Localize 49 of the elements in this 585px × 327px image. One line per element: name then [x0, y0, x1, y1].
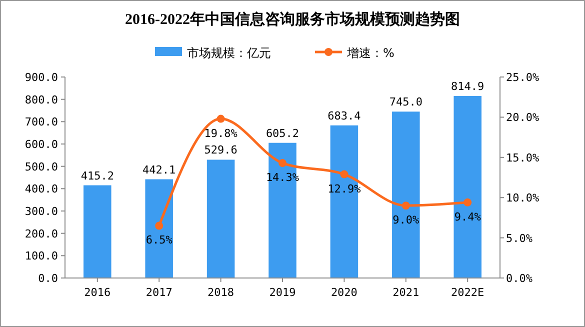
y-tick-label: 600.0	[24, 138, 58, 151]
y2-tick-label: 25.0%	[506, 71, 540, 84]
x-tick-label: 2016	[84, 286, 111, 299]
point	[278, 159, 286, 168]
y2-tick-label: 5.0%	[506, 232, 533, 245]
x-tick-label: 2019	[269, 286, 296, 299]
y2-tick-label: 20.0%	[506, 111, 540, 124]
y-tick-label: 100.0	[24, 250, 58, 263]
y-tick-label: 800.0	[24, 93, 58, 106]
legend-label: 市场规模：亿元	[187, 46, 271, 60]
chart-title: 2016-2022年中国信息咨询服务市场规模预测趋势图	[125, 10, 460, 28]
point	[402, 202, 410, 210]
y2-tick-label: 0.0%	[506, 272, 533, 285]
point	[340, 170, 348, 178]
data-label: 415.2	[80, 169, 114, 182]
data-label: 9.0%	[392, 214, 420, 227]
y-tick-label: 700.0	[24, 116, 58, 129]
bar	[392, 112, 420, 278]
data-label: 814.9	[451, 80, 484, 94]
y-tick-label: 0.0	[38, 272, 58, 285]
bar	[84, 185, 112, 278]
data-label: 683.4	[328, 109, 362, 122]
data-label: 605.2	[266, 126, 300, 140]
legend-label: 增速：%	[346, 46, 394, 60]
point	[155, 222, 164, 230]
data-label: 442.1	[142, 163, 176, 176]
bar	[454, 96, 482, 278]
data-label: 529.6	[204, 144, 238, 157]
bar	[145, 179, 173, 278]
data-label: 6.5%	[146, 234, 173, 247]
y-tick-label: 400.0	[24, 182, 58, 196]
point	[464, 198, 472, 206]
y-tick-label: 300.0	[24, 205, 58, 218]
y-tick-label: 900.0	[24, 71, 58, 84]
y2-tick-label: 10.0%	[506, 192, 540, 205]
x-tick-label: 2018	[208, 286, 234, 299]
x-tick-label: 2017	[146, 286, 172, 299]
x-tick-label: 2022E	[451, 286, 484, 299]
bar	[330, 125, 358, 278]
x-tick-label: 2021	[392, 286, 420, 299]
data-label: 9.4%	[454, 210, 482, 224]
y2-tick-label: 15.0%	[506, 151, 540, 164]
bar	[206, 160, 235, 278]
y-tick-label: 500.0	[24, 160, 58, 174]
y-tick-label: 200.0	[24, 227, 58, 240]
point	[216, 114, 225, 123]
data-label: 19.8%	[204, 126, 238, 140]
data-label: 745.0	[389, 96, 422, 109]
x-tick-label: 2020	[330, 286, 358, 299]
